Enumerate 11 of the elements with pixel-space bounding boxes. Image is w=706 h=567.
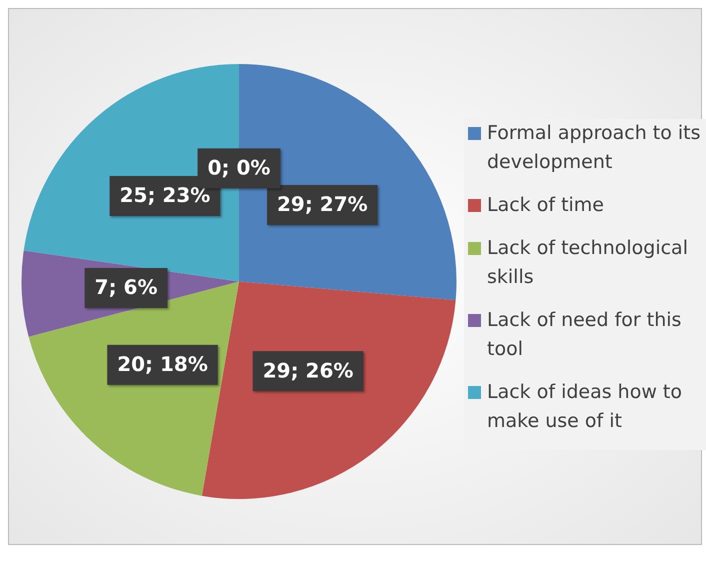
legend-label: Lack of time [487, 193, 604, 218]
data-label: 29; 26% [262, 358, 354, 382]
legend-label: Lack of need for this tool [487, 308, 682, 362]
legend-label: Lack of ideas how to make use of it [487, 380, 684, 434]
text: 0; 0% [208, 156, 270, 180]
legend-label: Formal approach to its development [487, 121, 702, 175]
data-label: 20; 18% [117, 352, 208, 376]
data-label: 7; 6% [94, 275, 158, 300]
data-label: 25; 23% [120, 183, 210, 208]
data-label: 29; 27% [276, 192, 368, 216]
legend-label: Lack of technological skills [487, 236, 689, 290]
